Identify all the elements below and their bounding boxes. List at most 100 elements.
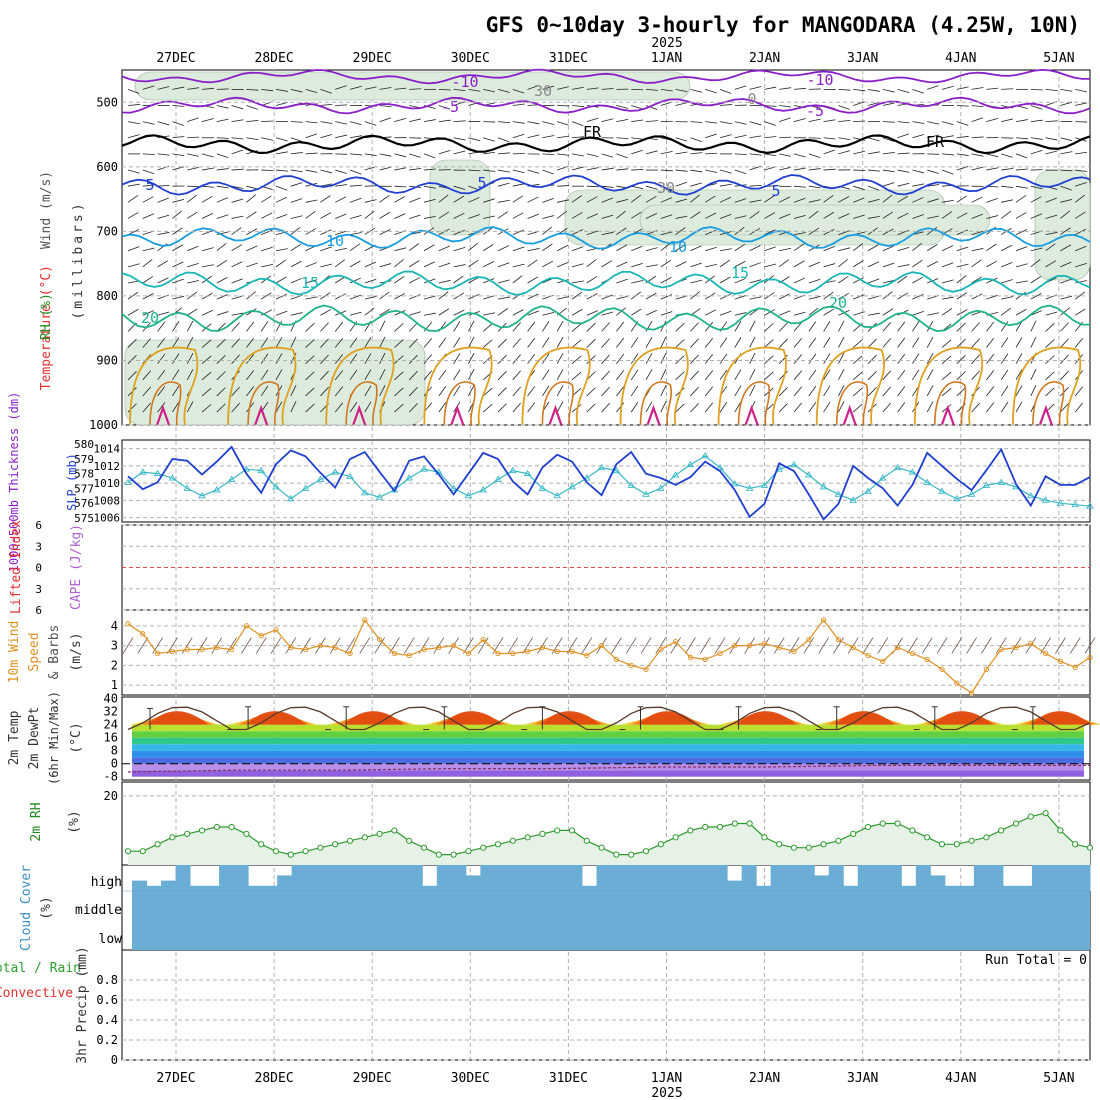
wind-barb	[1015, 280, 1028, 284]
temp-ytick: 16	[104, 731, 118, 745]
wind-barb	[1075, 182, 1087, 187]
wind-barb	[1045, 355, 1055, 364]
wind-barb	[793, 354, 803, 364]
wind-barb	[275, 196, 288, 203]
wind-barb	[1000, 321, 1009, 332]
rh-point	[983, 834, 990, 841]
thickness-point	[287, 494, 295, 502]
wind-barb	[408, 403, 418, 413]
cloud-high-bar	[567, 865, 583, 891]
wind-barb	[601, 322, 610, 332]
wind-barb	[1030, 336, 1037, 348]
wind-barb	[320, 134, 333, 139]
temp-color-band	[132, 737, 1084, 745]
wind-barb	[912, 169, 925, 174]
wind-barb	[897, 264, 910, 268]
rh-point	[420, 844, 428, 851]
thickness-point	[257, 466, 265, 474]
wind-barb	[660, 352, 667, 364]
wind-barb	[335, 184, 348, 187]
temp-color-band	[132, 731, 1084, 738]
wind-barb	[616, 402, 625, 413]
wind-barb	[823, 263, 836, 268]
wind-speed-point	[332, 644, 338, 651]
ua-ytick: 800	[96, 289, 118, 303]
wind-barb	[779, 213, 791, 219]
thickness-point	[864, 487, 872, 494]
wind-barb	[542, 385, 550, 397]
wind-barb	[986, 243, 997, 252]
wind-barb	[645, 88, 658, 91]
wind-barb	[571, 105, 584, 107]
wind-barb	[616, 153, 628, 159]
rh-point	[598, 844, 605, 851]
wind-barb	[719, 310, 732, 316]
wind-barb	[497, 245, 510, 252]
wind-barb	[1060, 386, 1069, 397]
wind-barb	[734, 134, 747, 139]
wind-barb	[749, 199, 762, 203]
wind-barb	[305, 355, 315, 364]
wind-barb	[246, 321, 255, 332]
wind-barb	[201, 404, 212, 413]
thickness-point	[731, 480, 739, 487]
wind-barb	[586, 167, 599, 171]
temp-color-band	[132, 763, 1084, 771]
wind-barb	[645, 195, 657, 203]
wind-barb	[1000, 385, 1009, 397]
wind-barb	[157, 86, 170, 90]
wind-barb	[468, 369, 475, 381]
wind-barb	[320, 370, 329, 381]
wind-barb	[823, 149, 836, 155]
wind-barb	[971, 230, 984, 235]
wind-barb	[142, 370, 151, 381]
wind-barb	[838, 119, 851, 123]
wind-barb	[719, 369, 728, 381]
wind-barb	[275, 276, 287, 284]
wind-barb	[349, 135, 362, 139]
thickness-point	[153, 469, 162, 477]
wind-barb	[557, 135, 570, 139]
wind-barb	[482, 403, 493, 413]
wind-barb-10m	[167, 637, 178, 654]
wind-barb	[290, 243, 302, 252]
wind-barb	[645, 213, 658, 219]
wind-barb	[231, 185, 244, 189]
wind-barb	[246, 291, 256, 300]
isotherm-label: 5	[145, 176, 154, 194]
thickness-point	[1071, 500, 1079, 508]
wind-barb	[882, 308, 894, 316]
temp-ytick: 24	[104, 718, 118, 732]
date-tick-bottom: 30DEC	[451, 1071, 490, 1086]
label-barbs: & Barbs	[47, 625, 62, 680]
wind-barb	[364, 153, 377, 156]
thickness-ytick: 575	[74, 512, 94, 525]
thickness-point	[642, 490, 650, 497]
wind-barb	[142, 386, 151, 397]
label-2m-dewpt: 2m DewPt	[27, 707, 42, 770]
wind-barb	[734, 121, 747, 125]
wind-barb-10m	[270, 637, 282, 654]
bl-contour-peak	[744, 404, 759, 426]
wind-barb	[986, 294, 998, 300]
isotherm-label: 15	[301, 274, 319, 292]
wind-barb	[246, 211, 257, 219]
rh-point	[169, 834, 176, 841]
wind-speed-point	[865, 652, 871, 659]
wind-barb	[719, 104, 732, 106]
isotherm-5	[121, 174, 1091, 196]
wind-barb	[705, 229, 717, 235]
wind-barb	[601, 386, 610, 397]
wind-barb	[216, 153, 229, 158]
wind-barb	[838, 369, 845, 381]
wind-barb	[601, 354, 610, 364]
wind-barb	[1015, 185, 1028, 189]
wind-barb	[971, 259, 982, 268]
wind-barb	[734, 401, 742, 413]
isotherm-label: 20	[141, 309, 159, 327]
wind-barb	[201, 355, 212, 364]
wind-barb	[882, 322, 891, 332]
wind-barb	[986, 337, 995, 348]
rh-point	[998, 827, 1005, 834]
